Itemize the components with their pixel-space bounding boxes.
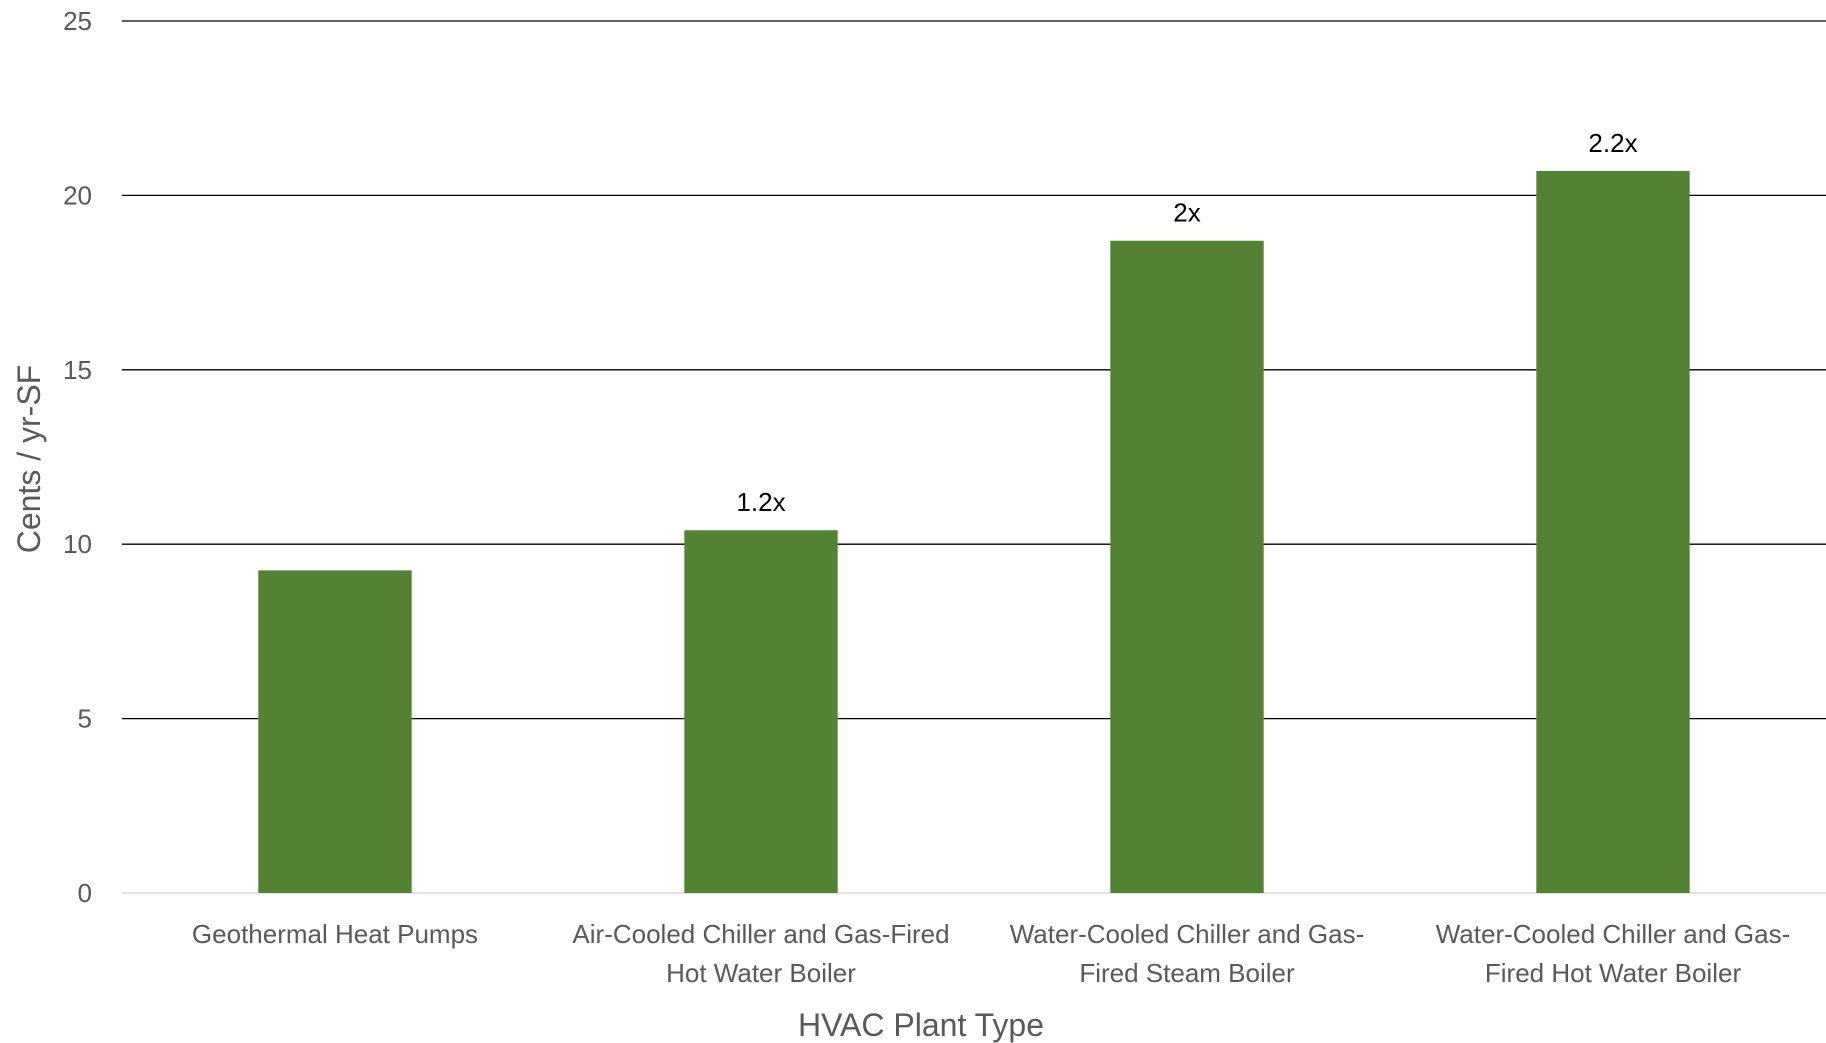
y-tick-label: 5 xyxy=(78,704,92,734)
y-tick-label: 0 xyxy=(78,878,92,908)
x-category-label: Water-Cooled Chiller and Gas- xyxy=(1436,919,1791,949)
y-tick-label: 15 xyxy=(63,355,92,385)
y-tick-label: 10 xyxy=(63,529,92,559)
y-axis-tick-labels: 0 5 10 15 20 25 xyxy=(63,6,92,908)
y-tick-label: 25 xyxy=(63,6,92,36)
x-category-label: Hot Water Boiler xyxy=(666,958,856,988)
bar xyxy=(684,530,838,893)
bar-data-label: 2.2x xyxy=(1588,128,1637,158)
bar xyxy=(1536,170,1690,893)
x-axis-category-labels: Geothermal Heat Pumps Air-Cooled Chiller … xyxy=(192,919,1790,988)
bar-data-label: 1.2x xyxy=(736,487,785,517)
x-category-label: Geothermal Heat Pumps xyxy=(192,919,478,949)
x-category-label: Air-Cooled Chiller and Gas-Fired xyxy=(572,919,949,949)
x-category-label: Fired Hot Water Boiler xyxy=(1485,958,1742,988)
bars xyxy=(258,170,1690,893)
bar xyxy=(1110,240,1264,893)
x-category-label: Fired Steam Boiler xyxy=(1079,958,1295,988)
data-labels: 1.2x 2x 2.2x xyxy=(736,128,1637,517)
bar xyxy=(258,570,412,893)
x-axis-title: HVAC Plant Type xyxy=(798,1007,1044,1043)
y-tick-label: 20 xyxy=(63,180,92,210)
bar-data-label: 2x xyxy=(1173,198,1200,228)
x-category-label: Water-Cooled Chiller and Gas- xyxy=(1010,919,1365,949)
y-axis-title: Cents / yr-SF xyxy=(11,365,47,553)
